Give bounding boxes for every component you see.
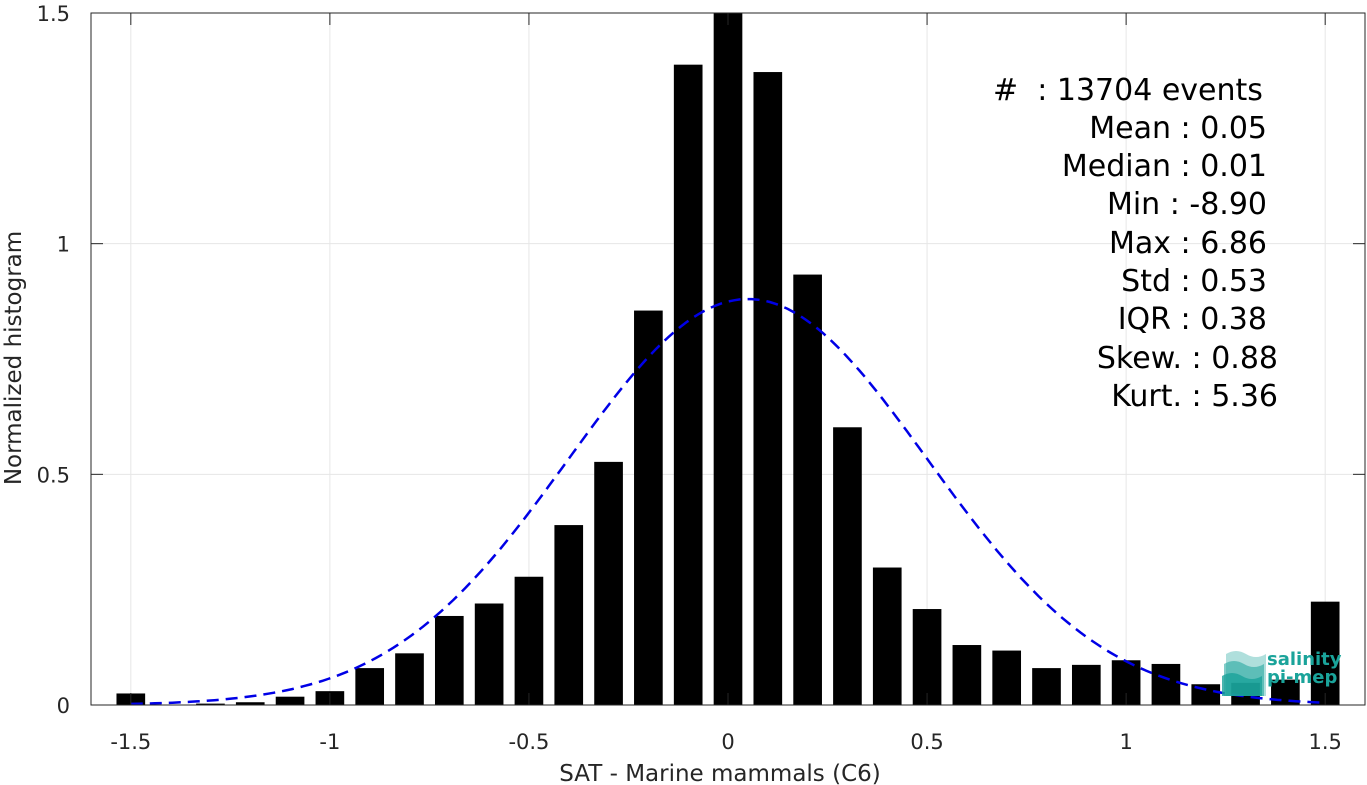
salinity-pi-mep-logo: salinity pi-mep — [1222, 646, 1352, 696]
x-tick-label: 0.5 — [910, 730, 943, 754]
histogram-bar — [992, 650, 1022, 705]
stat-kurt: Kurt. : 5.36 — [1111, 379, 1278, 414]
histogram-bar — [793, 274, 822, 705]
x-tick-label: 1.5 — [1308, 730, 1341, 754]
stat-iqr: IQR : 0.38 — [1117, 302, 1267, 337]
x-tick-label: 0 — [721, 730, 734, 754]
axis-ticks — [91, 12, 1365, 706]
histogram-bar — [1071, 664, 1101, 705]
logo-text-line1: salinity — [1267, 649, 1342, 670]
logo-text-line2: pi-mep — [1267, 667, 1338, 688]
y-tick-label: 1.5 — [37, 2, 70, 26]
histogram-bar — [474, 603, 504, 705]
x-axis-label: SAT - Marine mammals (C6) — [559, 761, 881, 785]
histogram-bar — [1191, 684, 1221, 705]
histogram-bar — [952, 645, 982, 705]
stat-median: Median : 0.01 — [1061, 149, 1267, 184]
histogram-bar — [1032, 668, 1061, 705]
x-tick-label: -1 — [319, 730, 340, 754]
stat-mean: Mean : 0.05 — [1089, 111, 1267, 146]
x-tick-label: -1.5 — [110, 730, 151, 754]
histogram-bar — [1151, 663, 1181, 705]
histogram-bar — [713, 13, 743, 705]
histogram-bar — [753, 72, 783, 706]
histogram-bar — [355, 668, 385, 705]
gaussian-fit-curve — [130, 297, 1326, 706]
stat-skew: Skew. : 0.88 — [1096, 341, 1278, 376]
stat-min: Min : -8.90 — [1106, 187, 1267, 222]
histogram-bar — [196, 703, 225, 705]
histogram-bar — [833, 427, 862, 705]
histogram-bar — [514, 576, 544, 705]
histogram-bar — [872, 567, 902, 705]
y-tick-labels: 0 0.5 1 1.5 — [37, 2, 70, 718]
histogram-bar — [395, 653, 424, 705]
histogram-bar — [673, 64, 703, 706]
y-axis-label: Normalized histogram — [1, 231, 27, 485]
histogram-bar — [554, 525, 584, 705]
histogram-bar — [275, 696, 305, 705]
stat-max: Max : 6.86 — [1109, 226, 1267, 261]
histogram-bar — [634, 310, 663, 705]
logo-wave-icon — [1222, 651, 1266, 696]
y-tick-label: 0.5 — [37, 463, 70, 487]
x-tick-label: -0.5 — [508, 730, 549, 754]
x-tick-labels: -1.5 -1 -0.5 0 0.5 1 1.5 — [110, 730, 1342, 754]
histogram-bar — [594, 461, 623, 705]
stat-std: Std : 0.53 — [1121, 264, 1267, 299]
x-tick-label: 1 — [1119, 730, 1132, 754]
histogram-bar — [912, 609, 942, 705]
y-tick-label: 0 — [57, 694, 70, 718]
stat-count: # : 13704 events — [993, 73, 1263, 108]
histogram-bar — [434, 615, 464, 705]
histogram-bar — [235, 702, 265, 705]
y-tick-label: 1 — [57, 233, 70, 257]
histogram-bar — [1310, 601, 1340, 705]
